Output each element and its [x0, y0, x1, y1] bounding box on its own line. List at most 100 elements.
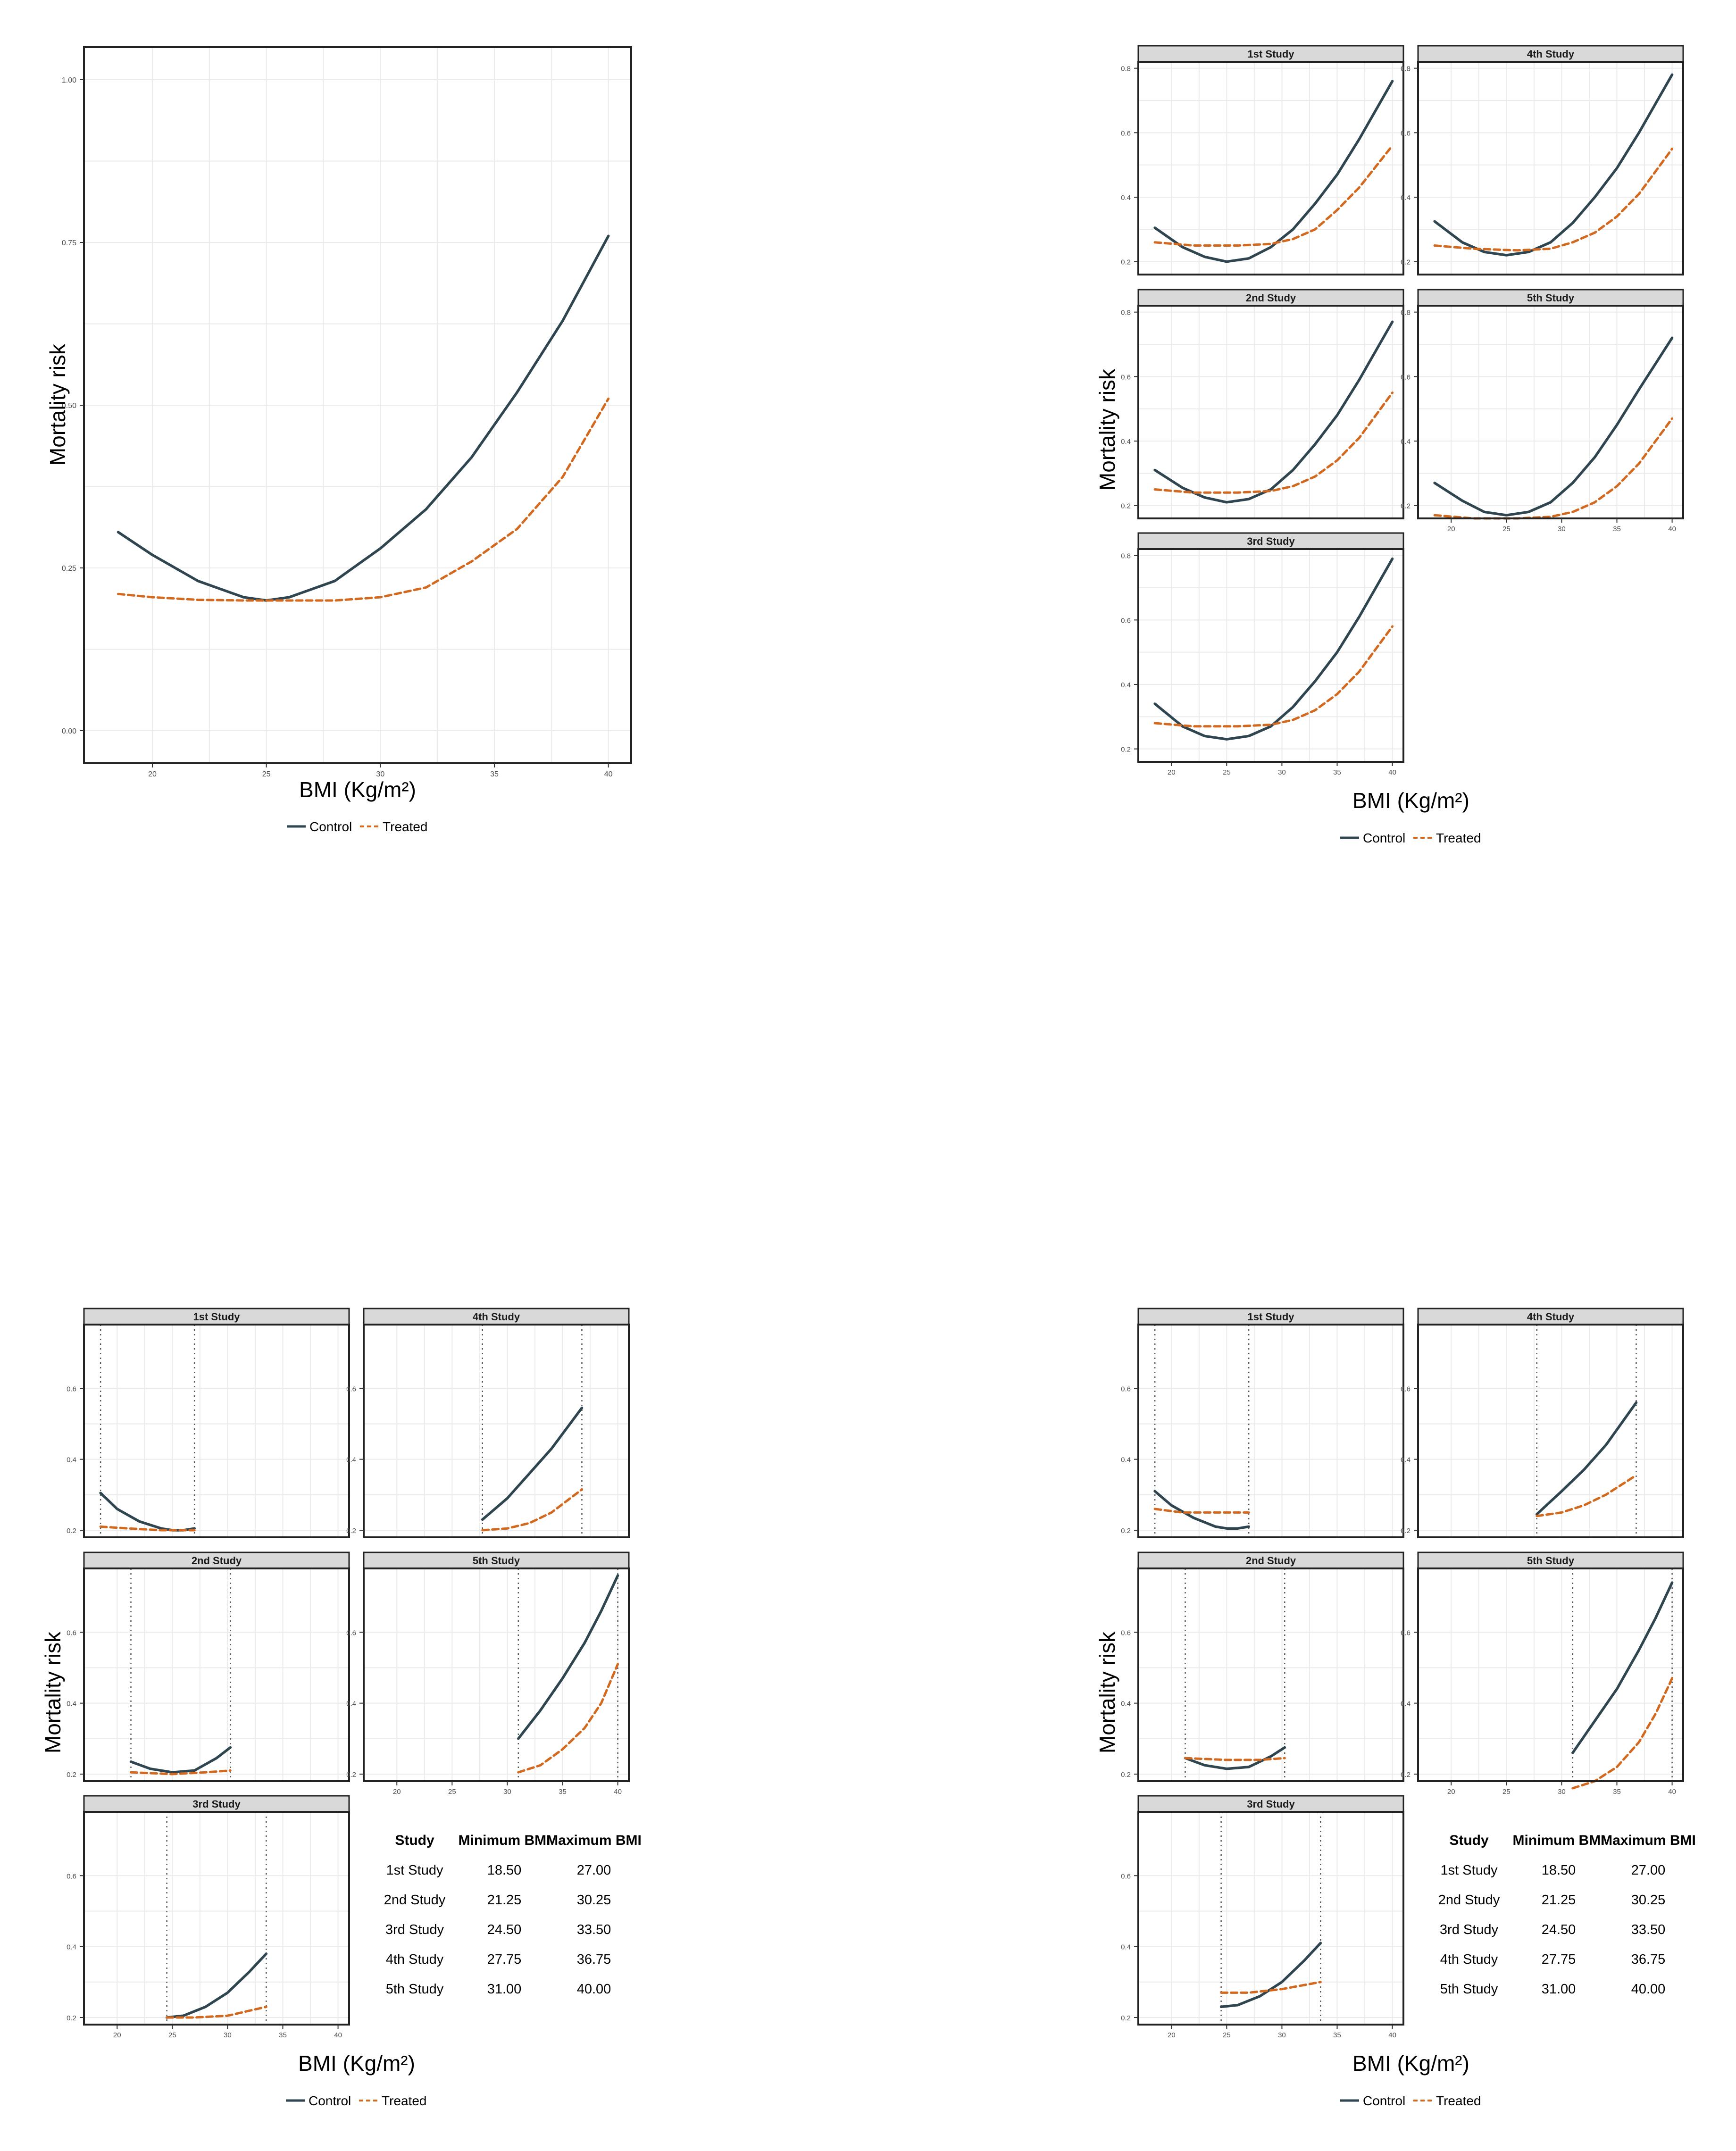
legend-treated-label: Treated [1436, 831, 1481, 845]
facet-title: 4th Study [1527, 1311, 1575, 1323]
y-tick-label: 0.2 [346, 1771, 356, 1779]
y-tick-label: 0.4 [1121, 1456, 1131, 1464]
panel-background [364, 1325, 629, 1537]
y-tick-label: 0.6 [1121, 373, 1131, 381]
table-cell: 4th Study [1440, 1952, 1498, 1967]
x-tick-label: 20 [1447, 1788, 1455, 1796]
treated-series-line [1571, 1677, 1674, 1790]
y-tick-label: 0.6 [1121, 1872, 1131, 1880]
panel-background [1418, 1568, 1683, 1781]
table-cell: 1st Study [1441, 1863, 1498, 1878]
y-tick-label: 0.4 [67, 1943, 76, 1951]
facet-strip [1137, 289, 1404, 307]
x-tick-label: 40 [1388, 768, 1396, 776]
control-series-line [1571, 1581, 1674, 1754]
panel-border [1417, 61, 1684, 275]
panel-border [1137, 1567, 1404, 1782]
x-tick-label: 30 [224, 2031, 232, 2039]
treated-series-line [1184, 1757, 1286, 1761]
x-tick-label: 30 [1278, 2031, 1286, 2039]
y-tick-label: 0.25 [62, 565, 76, 573]
treated-series-line [1536, 1474, 1637, 1517]
legend-control-label: Control [309, 2093, 351, 2108]
panel-background [1138, 62, 1403, 275]
table-cell: 27.00 [1631, 1863, 1666, 1878]
y-tick-label: 0.8 [1121, 309, 1131, 317]
x-tick-label: 40 [1668, 525, 1676, 533]
table-cell: 30.25 [1631, 1893, 1666, 1908]
panel-border [1137, 1811, 1404, 2026]
treated-series-line [1433, 148, 1674, 252]
control-series-line [117, 234, 610, 602]
y-tick-label: 0.4 [346, 1456, 356, 1464]
panel-background [1418, 62, 1683, 275]
panel-background [1138, 1812, 1403, 2025]
panel-border [1417, 1567, 1684, 1782]
y-tick-label: 0.6 [1121, 1629, 1131, 1637]
table-cell: 27.75 [1542, 1952, 1576, 1967]
facet-strip [83, 1308, 350, 1326]
facet-title: 3rd Study [192, 1798, 241, 1810]
table-cell: 24.50 [487, 1922, 522, 1937]
y-tick-label: 0.2 [1121, 1527, 1131, 1535]
y-tick-label: 0.6 [346, 1385, 356, 1393]
y-tick-label: 0.2 [1401, 1527, 1410, 1535]
legend-treated-label: Treated [383, 819, 427, 834]
x-tick-label: 40 [614, 1788, 622, 1796]
panel-border [1137, 1324, 1404, 1538]
y-tick-label: 0.4 [346, 1700, 356, 1708]
legend: Control Treated [287, 819, 427, 834]
table-cell: 27.75 [487, 1952, 522, 1967]
treated-series-line [99, 1525, 196, 1532]
facet-title: 2nd Study [192, 1555, 242, 1567]
y-tick-label: 0.2 [1121, 746, 1131, 754]
x-tick-label: 40 [334, 2031, 342, 2039]
y-axis-title: Mortality risk [45, 343, 70, 466]
panel-background [84, 1812, 349, 2025]
y-tick-label: 0.00 [62, 727, 76, 735]
y-tick-label: 0.6 [1401, 129, 1410, 137]
table-cell: 33.50 [1631, 1922, 1666, 1937]
table-cell: 18.50 [487, 1863, 522, 1878]
chart-by-study-full: 1st Study 0.2 0.4 0.6 0.8 4th Study 0.2 0.4 0.6 0… [1095, 45, 1684, 845]
y-tick-label: 0.4 [67, 1700, 76, 1708]
y-tick-label: 0.6 [1401, 1385, 1410, 1393]
x-tick-label: 35 [279, 2031, 287, 2039]
y-tick-label: 0.2 [1121, 502, 1131, 510]
y-tick-label: 0.6 [1121, 617, 1131, 625]
panel-border [1137, 548, 1404, 763]
facet-title: 2nd Study [1246, 292, 1296, 304]
table-cell: 36.75 [577, 1952, 611, 1967]
table-cell: 31.00 [1542, 1982, 1576, 1997]
y-tick-label: 0.6 [67, 1872, 76, 1880]
treated-series-line [1153, 144, 1394, 247]
panel-border [83, 1567, 350, 1782]
x-tick-label: 35 [1613, 1788, 1621, 1796]
legend-treated-label: Treated [382, 2093, 426, 2108]
facet-strip [1137, 45, 1404, 63]
x-tick-label: 20 [1447, 525, 1455, 533]
y-tick-label: 0.2 [1401, 258, 1410, 267]
x-tick-label: 20 [113, 2031, 121, 2039]
panel-border [363, 1567, 630, 1782]
table-cell: 5th Study [386, 1982, 444, 1997]
table-cell: 3rd Study [1440, 1922, 1499, 1937]
legend-treated-label: Treated [1436, 2093, 1481, 2108]
y-tick-label: 0.4 [1121, 1700, 1131, 1708]
table-header: Maximum BMI [1601, 1833, 1696, 1848]
facet-title: 4th Study [1527, 48, 1575, 60]
facet-strip [1137, 532, 1404, 550]
y-tick-label: 0.4 [1121, 681, 1131, 689]
x-tick-label: 25 [1223, 2031, 1231, 2039]
control-series-line [1153, 320, 1394, 504]
facet-strip [1137, 1308, 1404, 1326]
table-header: Minimum BMI [1513, 1833, 1605, 1848]
y-tick-label: 0.6 [1121, 129, 1131, 137]
y-tick-label: 0.2 [1121, 2014, 1131, 2022]
x-tick-label: 25 [1502, 1788, 1511, 1796]
x-tick-label: 25 [168, 2031, 176, 2039]
x-tick-label: 35 [490, 770, 499, 778]
chart-by-study-restricted-a: 1st Study 0.2 0.4 0.6 4th Study 0.2 0.4 0.6 2nd … [41, 1308, 642, 2108]
table-cell: 33.50 [577, 1922, 611, 1937]
